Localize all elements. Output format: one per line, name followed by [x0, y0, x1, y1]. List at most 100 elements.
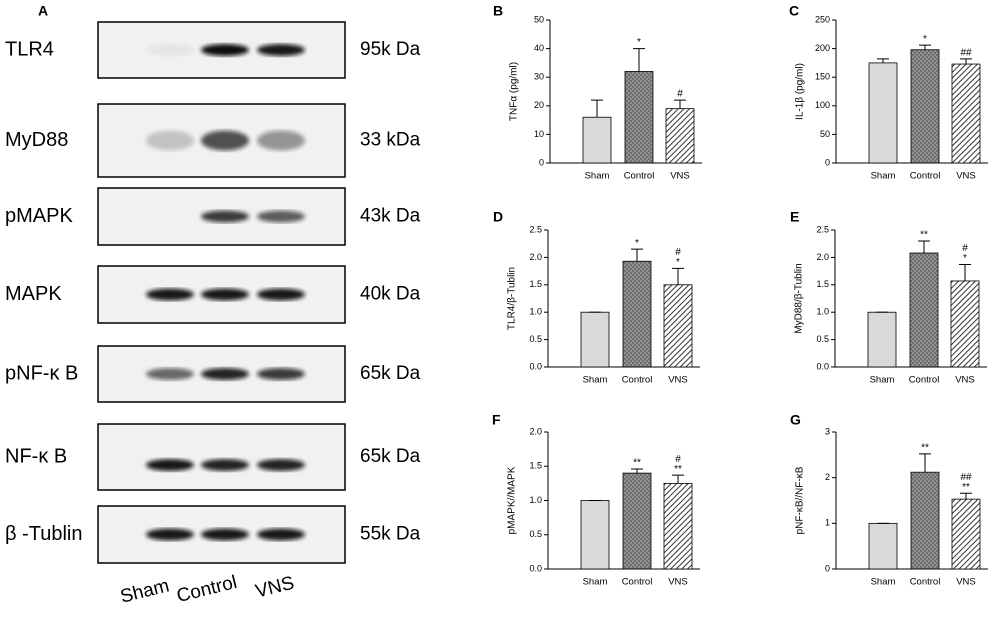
x-tick-label: Control [910, 577, 941, 588]
y-tick-label: 50 [820, 129, 830, 139]
protein-label: pMAPK [5, 205, 73, 227]
bar [909, 252, 939, 368]
y-axis-label: MyD88/β-Tublin [794, 263, 805, 333]
protein-label: β -Tublin [5, 523, 82, 545]
panel-label: F [492, 412, 501, 428]
y-tick-label: 200 [815, 43, 830, 53]
error-bar [631, 468, 643, 474]
significance-mark: ## [960, 472, 972, 483]
panel-label: E [790, 209, 799, 225]
panel-label: D [493, 209, 503, 225]
x-tick-label: VNS [668, 577, 688, 588]
blot-band [257, 44, 305, 56]
bar [622, 260, 652, 368]
blot-band [201, 528, 249, 541]
x-tick-label: VNS [955, 375, 975, 386]
blot-band [146, 44, 194, 56]
y-tick-label: 2.5 [529, 224, 542, 234]
error-bar [877, 58, 889, 63]
y-tick-label: 0.0 [529, 361, 542, 371]
mass-label: 65k Da [360, 446, 421, 467]
x-tick-label: VNS [668, 375, 688, 386]
y-tick-label: 2.0 [529, 426, 542, 436]
blot-band [201, 288, 249, 301]
significance-mark: * [923, 34, 927, 45]
blot-band [257, 459, 305, 471]
x-tick-label: Control [624, 171, 655, 182]
bar [665, 108, 695, 164]
panel-label: A [38, 3, 48, 19]
significance-mark: # [675, 247, 681, 258]
y-tick-label: 100 [815, 100, 830, 110]
y-tick-label: 1.5 [816, 279, 829, 289]
y-tick-label: 2 [825, 472, 830, 482]
y-tick-label: 0.5 [529, 529, 542, 539]
y-tick-label: 1.0 [529, 307, 542, 317]
x-tick-label: Control [910, 171, 941, 182]
bar [663, 284, 693, 368]
x-tick-label: Control [622, 577, 653, 588]
y-tick-label: 1 [825, 518, 830, 528]
significance-mark: # [675, 454, 681, 465]
blot-band [257, 130, 305, 151]
error-bar [918, 240, 930, 254]
x-tick-label: Sham [871, 171, 896, 182]
blot-band [201, 368, 249, 380]
blot-band [257, 528, 305, 541]
x-tick-label: VNS [956, 171, 976, 182]
significance-mark: ** [633, 458, 641, 469]
blot-band [257, 368, 305, 380]
mass-label: 40k Da [360, 284, 421, 305]
error-bar [959, 264, 971, 281]
error-bar [919, 453, 931, 473]
protein-label: MAPK [5, 283, 62, 305]
y-tick-label: 0.0 [529, 563, 542, 573]
blot-band [257, 210, 305, 223]
bar [950, 280, 980, 368]
significance-mark: ** [674, 464, 682, 475]
significance-mark: * [963, 253, 967, 264]
y-tick-label: 1.5 [529, 461, 542, 471]
x-tick-label: VNS [956, 577, 976, 588]
error-bar [919, 44, 931, 50]
y-tick-label: 1.5 [529, 279, 542, 289]
y-tick-label: 250 [815, 14, 830, 24]
significance-mark: # [677, 89, 683, 100]
bar [663, 482, 693, 570]
error-bar [960, 58, 972, 65]
y-axis-label: TLR4/β-Tublin [507, 267, 518, 330]
y-tick-label: 0.0 [816, 361, 829, 371]
significance-mark: * [676, 257, 680, 268]
x-tick-label: Sham [871, 577, 896, 588]
x-tick-label: Control [909, 375, 940, 386]
bar [868, 522, 898, 570]
blot-band [146, 130, 194, 151]
x-tick-label: Sham [583, 577, 608, 588]
y-tick-label: 30 [534, 72, 544, 82]
bar [622, 472, 652, 570]
y-tick-label: 2.0 [529, 252, 542, 262]
bar [951, 498, 981, 570]
mass-label: 33 kDa [360, 130, 421, 151]
blot-frame [97, 423, 346, 491]
y-axis-label: pNF-κB//NF-κB [795, 466, 806, 534]
lane-label: Sham [118, 575, 171, 607]
y-tick-label: 0 [539, 157, 544, 167]
blot-band [146, 528, 194, 541]
bar [910, 49, 940, 164]
significance-mark: # [962, 243, 968, 254]
blot-band [257, 288, 305, 301]
blot-band [201, 44, 249, 56]
panel-label: C [789, 3, 799, 19]
x-tick-label: Sham [870, 375, 895, 386]
bar [867, 311, 897, 368]
y-tick-label: 2.5 [816, 224, 829, 234]
blot-band [146, 368, 194, 380]
x-tick-label: Sham [585, 171, 610, 182]
y-tick-label: 0 [825, 157, 830, 167]
error-bar [674, 99, 686, 109]
blot-band [201, 459, 249, 471]
blot-band [146, 288, 194, 301]
x-tick-label: Control [622, 375, 653, 386]
